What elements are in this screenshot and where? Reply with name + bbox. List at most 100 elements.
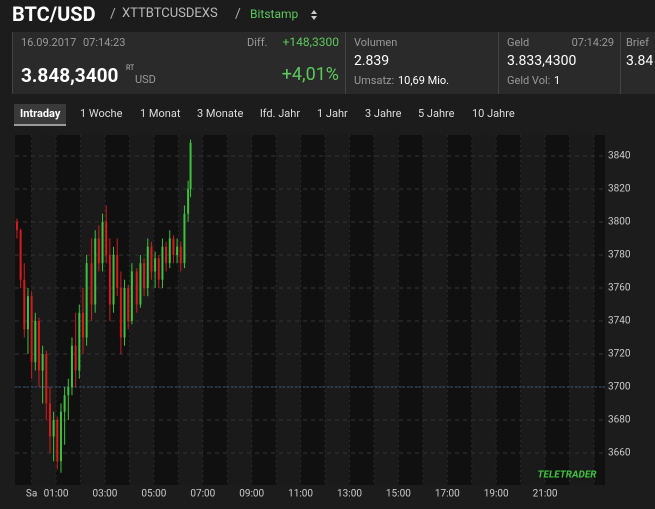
hour-stripe [80,135,105,485]
candle-body [165,246,168,264]
candle-body [168,238,171,264]
ask-box: Brief 3.84 [621,32,655,94]
hour-stripe [276,135,301,485]
hour-stripe [325,135,350,485]
candle-body [116,254,119,288]
candle-body [67,386,70,396]
y-tick-label: 3840 [608,151,631,162]
candle-body [161,246,164,280]
candle-body [45,353,48,404]
candle-body [172,238,175,255]
x-tick-label: 09:00 [239,489,264,500]
candle-body [105,221,108,255]
candle-body [187,188,190,214]
y-tick-label: 3820 [608,184,631,195]
x-tick-label: 01:00 [44,489,69,500]
tab[interactable]: 10 Jahre [472,107,515,120]
candle-body [90,263,93,305]
time: 07:14:23 [83,36,126,49]
separator: / [110,6,116,22]
candle-body [23,279,26,330]
diff-label: Diff. [247,36,268,49]
candle-body [59,411,62,462]
y-tick-label: 3760 [608,283,631,294]
y-tick-label: 3800 [608,217,631,228]
x-tick-label: 15:00 [386,489,411,500]
ask-label: Brief [626,36,649,49]
y-tick-label: 3660 [608,448,631,459]
candle-body [130,271,133,321]
hour-stripe [471,135,497,485]
y-tick-label: 3720 [608,349,631,360]
candle-body [157,258,160,280]
diff-pct: +4,01% [281,64,339,85]
candle-body [19,230,22,280]
candle-body [74,345,77,371]
x-tick-label: 05:00 [141,489,166,500]
hour-stripe [422,135,448,485]
ask: 3.84 [626,53,654,69]
candle-body [112,254,115,305]
candle-body [146,246,149,288]
candle-body [119,287,122,338]
hour-stripe [520,135,546,485]
candle-body [179,246,182,264]
candle-body [189,142,192,189]
x-tick-label: 19:00 [484,489,509,500]
candle-body [143,263,146,288]
tab[interactable]: 1 Woche [80,107,123,120]
candle-body [85,263,88,338]
tab[interactable]: Intraday [14,104,67,126]
candle-body [135,271,138,305]
candle-body [63,395,66,412]
candle-body [48,403,51,437]
candle-body [108,254,111,305]
x-tick-label: 07:00 [190,489,215,500]
tab[interactable]: 1 Jahr [317,107,348,120]
candle-body [154,258,157,272]
diff: +148,3300 [282,35,339,49]
select-arrow[interactable] [310,9,318,21]
y-tick-label: 3780 [608,250,631,261]
tab[interactable]: lfd. Jahr [260,107,301,120]
tab[interactable]: 3 Monate [197,107,244,120]
date: 16.09.2017 [21,36,77,49]
symbol: XTTBTCUSDEXS [122,6,218,21]
bid-box: Geld 07:14:29 3.833,4300 Geld Vol: 1 [499,32,621,94]
candle-body [15,221,18,231]
candle-body [81,312,84,338]
hour-stripe [31,135,57,485]
hour-stripe [373,135,399,485]
x-tick-label: 21:00 [533,489,558,500]
bid: 3.833,4300 [507,53,577,69]
volume-box: Volumen 2.839 Umsatz: 10,69 Mio. [346,32,499,94]
turnover: 10,69 Mio. [398,74,450,87]
price-box: 16.09.2017 07:14:23 3.848,3400 RT USD [12,32,240,94]
candle-body [139,263,142,305]
candle-body [94,238,97,305]
tab[interactable]: 1 Monat [140,107,181,120]
candle-body [150,246,153,272]
candle-body [127,287,130,321]
tab[interactable]: 5 Jahre [418,107,455,120]
title: BTC/USD [12,2,96,26]
tab[interactable]: 3 Jahre [365,107,402,120]
candle-body [34,320,37,363]
volume: 2.839 [354,53,390,69]
hour-stripe [129,135,154,485]
price-flag: RT [126,64,135,72]
candle-body [26,296,29,330]
watermark: TELETRADER [538,470,598,481]
diff-box: Diff. +148,3300 +4,01% [239,32,346,94]
bid-label: Geld [507,36,530,49]
exchange[interactable]: Bitstamp [250,7,299,21]
bid-vol-label: Geld Vol: [507,74,551,87]
candle-body [30,296,33,363]
hour-stripe [227,135,252,485]
x-tick-label: 17:00 [435,489,460,500]
y-tick-label: 3700 [608,382,631,393]
separator: / [235,6,241,22]
x-tick-label: 11:00 [288,489,313,500]
